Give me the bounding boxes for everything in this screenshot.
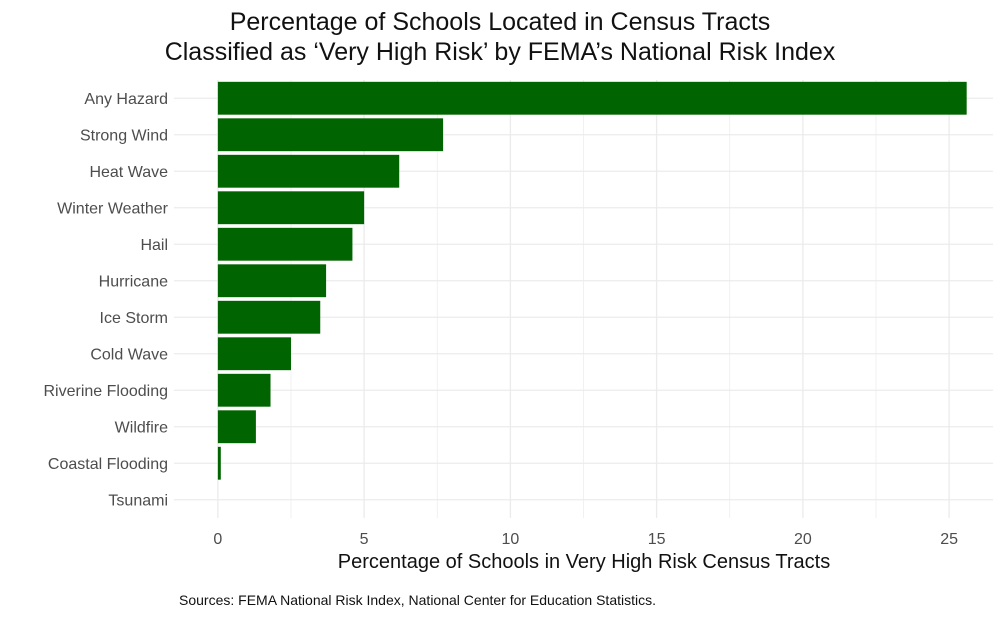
x-tick-label: 5	[360, 531, 369, 548]
bar-cold-wave	[217, 337, 291, 371]
category-label: Ice Storm	[100, 310, 168, 327]
bar-strong-wind	[217, 118, 444, 152]
bar-any-hazard	[217, 81, 967, 115]
chart-title-line-1: Percentage of Schools Located in Census …	[229, 8, 771, 36]
category-label: Cold Wave	[90, 346, 168, 363]
x-tick-label: 10	[501, 531, 519, 548]
category-label: Hurricane	[99, 273, 168, 290]
category-label: Hail	[140, 237, 168, 254]
category-label: Wildfire	[115, 419, 168, 436]
x-tick-label: 0	[213, 531, 222, 548]
category-label: Winter Weather	[57, 200, 169, 217]
source-caption: Sources: FEMA National Risk Index, Natio…	[179, 592, 656, 608]
bar-hail	[217, 227, 353, 261]
bar-winter-weather	[217, 191, 365, 225]
bar-wildfire	[217, 410, 256, 444]
x-axis-label: Percentage of Schools in Very High Risk …	[338, 551, 830, 573]
bars	[217, 81, 967, 480]
bar-heat-wave	[217, 154, 400, 188]
bar-coastal-flooding	[217, 446, 221, 480]
category-label: Strong Wind	[80, 127, 168, 144]
chart-title-line-2: Classified as ‘Very High Risk’ by FEMA’s…	[164, 38, 836, 66]
category-label: Riverine Flooding	[43, 383, 168, 400]
x-tick-label: 15	[648, 531, 666, 548]
category-labels: Any Hazard Strong Wind Heat Wave Winter Wea…	[43, 91, 168, 510]
bar-riverine-flooding	[217, 373, 271, 407]
x-tick-label: 25	[940, 531, 958, 548]
category-label: Any Hazard	[84, 91, 168, 108]
bar-hurricane	[217, 264, 327, 298]
category-label: Coastal Flooding	[48, 456, 168, 473]
bar-ice-storm	[217, 300, 321, 334]
category-label: Tsunami	[108, 492, 168, 509]
category-label: Heat Wave	[89, 164, 168, 181]
x-tick-labels: 0 5 10 15 20 25	[213, 531, 958, 548]
x-tick-label: 20	[794, 531, 812, 548]
